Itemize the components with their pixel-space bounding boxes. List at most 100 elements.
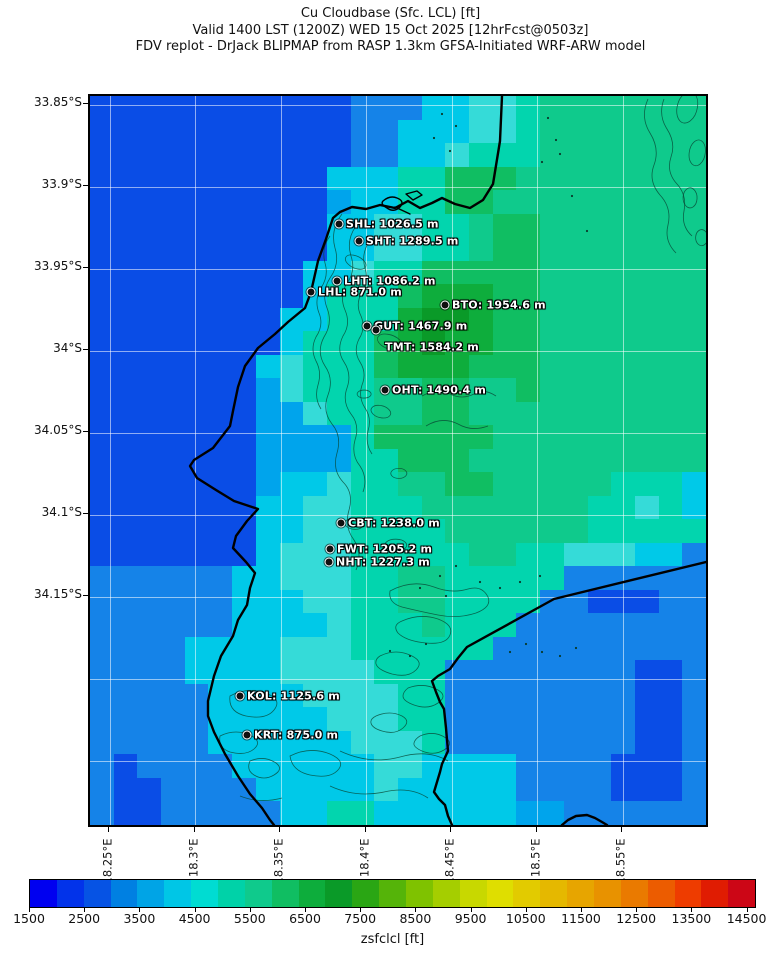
raster-cell	[563, 190, 589, 215]
raster-cell	[279, 495, 305, 521]
raster-cell	[208, 495, 234, 521]
raster-cell	[137, 801, 163, 825]
raster-cell	[469, 472, 494, 497]
raster-cell	[634, 683, 660, 709]
raster-cell	[540, 425, 565, 450]
raster-cell	[279, 519, 305, 544]
raster-cell	[658, 660, 684, 685]
waypoint-dot	[324, 557, 334, 567]
raster-cell	[232, 542, 257, 568]
raster-cell	[208, 683, 234, 709]
raster-cell	[350, 683, 376, 709]
raster-cell	[208, 143, 234, 168]
raster-cell	[658, 495, 684, 521]
raster-cell	[682, 190, 706, 215]
colorbar-segment	[567, 880, 595, 907]
raster-cell	[374, 143, 400, 168]
raster-cell	[563, 401, 589, 427]
raster-cell	[492, 378, 518, 403]
raster-cell	[184, 213, 210, 239]
graticule-line	[90, 105, 706, 106]
raster-cell	[161, 519, 186, 544]
colorbar-segment	[218, 880, 245, 907]
raster-cell	[469, 660, 494, 685]
raster-cell	[303, 566, 329, 591]
raster-cell	[255, 119, 281, 145]
colorbar-segment	[513, 880, 541, 907]
raster-cell	[279, 472, 305, 497]
raster-cell	[137, 495, 163, 521]
raster-cell	[398, 96, 423, 121]
raster-cell	[184, 354, 210, 380]
raster-cell	[563, 425, 589, 450]
raster-cell	[350, 284, 376, 309]
colorbar-tick-label: 11500	[561, 911, 601, 926]
graticule-line	[281, 96, 282, 825]
raster-cell	[279, 401, 305, 427]
raster-cell	[374, 354, 400, 380]
raster-cell	[563, 777, 589, 803]
raster-cell	[137, 96, 163, 121]
graticule-line	[90, 761, 706, 762]
raster-cell	[161, 801, 186, 825]
raster-cell	[113, 613, 139, 638]
raster-cell	[587, 589, 613, 615]
longitude-tick	[450, 827, 451, 832]
raster-cell	[208, 284, 234, 309]
raster-cell	[350, 495, 376, 521]
raster-cell	[232, 284, 257, 309]
raster-cell	[113, 683, 139, 709]
raster-cell	[326, 143, 352, 168]
raster-cell	[350, 636, 376, 662]
raster-cell	[255, 519, 281, 544]
plot-titles: Cu Cloudbase (Sfc. LCL) [ft] Valid 1400 …	[0, 6, 781, 56]
raster-cell	[232, 96, 257, 121]
waypoint-dot	[235, 691, 245, 701]
colorbar-tick-label: 13500	[671, 911, 712, 926]
raster-cell	[540, 566, 565, 591]
raster-cell	[113, 589, 139, 615]
raster-cell	[445, 448, 471, 474]
raster-cell	[421, 707, 447, 732]
raster-cell	[303, 707, 329, 732]
raster-cell	[161, 542, 186, 568]
raster-cell	[184, 801, 210, 825]
raster-cell	[279, 213, 305, 239]
raster-cell	[398, 143, 423, 168]
raster-cell	[421, 96, 447, 121]
colorbar-segment	[406, 880, 433, 907]
raster-cell	[184, 542, 210, 568]
raster-cell	[421, 213, 447, 239]
raster-cell	[137, 777, 163, 803]
raster-cell	[682, 166, 706, 192]
raster-cell	[184, 566, 210, 591]
raster-cell	[279, 660, 305, 685]
colorbar-tick	[691, 908, 693, 912]
raster-cell	[113, 190, 139, 215]
colorbar-segment	[540, 880, 568, 907]
waypoint-dot	[371, 325, 381, 335]
raster-cell	[303, 96, 329, 121]
raster-cell	[113, 472, 139, 497]
colorbar-tick-label: 12500	[616, 911, 657, 926]
raster-cell	[563, 143, 589, 168]
raster-cell	[587, 190, 613, 215]
raster-cell	[255, 260, 281, 286]
waypoint-label: KRT: 875.0 m	[254, 728, 339, 742]
raster-cell	[184, 425, 210, 450]
raster-cell	[492, 425, 518, 450]
raster-cell	[232, 472, 257, 497]
raster-cell	[682, 96, 706, 121]
latitude-tick	[83, 267, 88, 268]
raster-cell	[137, 472, 163, 497]
raster-cell	[587, 730, 613, 756]
raster-cell	[563, 378, 589, 403]
latitude-tick-label: 34.05°S	[34, 423, 82, 437]
raster-cell	[398, 636, 423, 662]
raster-cell	[113, 660, 139, 685]
raster-cell	[398, 566, 423, 591]
raster-cell	[232, 307, 257, 333]
raster-cell	[587, 284, 613, 309]
raster-cell	[184, 754, 210, 780]
raster-cell	[540, 96, 565, 121]
